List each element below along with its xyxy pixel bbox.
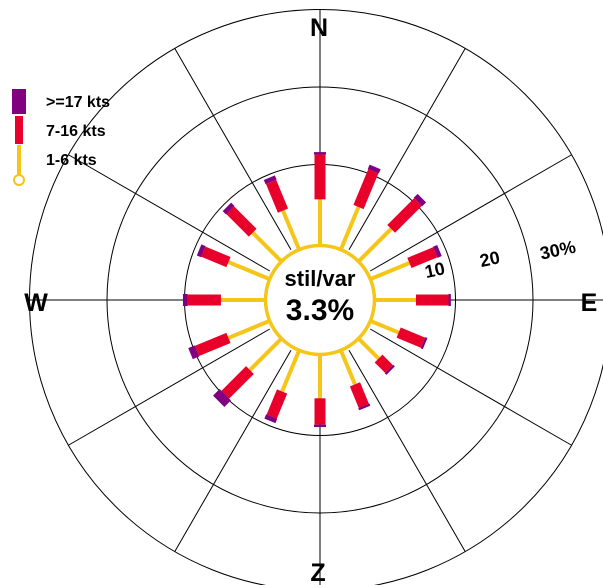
wind-bar-ZW [213, 337, 283, 407]
cardinal-south: Z [310, 559, 325, 585]
bar-segment-7-16-kts [266, 179, 289, 213]
calm-label: stil/var [285, 266, 356, 291]
bar-segment-7-16-kts [349, 382, 369, 408]
ring-label-10: 10 [423, 258, 447, 282]
grid-spoke [68, 328, 271, 446]
bar-segment-7-16-kts [374, 354, 393, 373]
wind-bar-WNW [196, 244, 271, 281]
ring-label-30: 30% [538, 237, 577, 264]
bar-segment-7-16-kts [407, 247, 438, 269]
bar-segment-7-16-kts [194, 332, 231, 357]
calm-center [263, 243, 377, 357]
wind-bars [182, 152, 451, 427]
legend-label-low: 1-6 kts [46, 152, 97, 169]
bar-segment-1-6-kts [280, 349, 301, 393]
grid-spoke [369, 154, 572, 272]
calm-circle [263, 243, 377, 357]
bar-segment-7-16-kts [314, 398, 326, 425]
legend-swatch-high [12, 89, 26, 114]
bar-segment-1-6-kts [281, 209, 301, 251]
legend-swatch-low-marker [13, 174, 25, 186]
bar-segment-1-6-kts [357, 227, 393, 263]
bar-segment-7-16-kts [353, 169, 379, 210]
bar-segment-17-kts [358, 403, 371, 411]
bar-segment-7-16-kts [201, 246, 231, 268]
wind-bar-OZO [369, 319, 428, 350]
bar-segment-17-kts [384, 364, 395, 375]
bar-segment-1-6-kts [339, 349, 357, 386]
bar-segment-7-16-kts [396, 327, 426, 348]
grid-spoke [369, 328, 572, 446]
bar-segment-7-16-kts [415, 294, 449, 306]
bar-segment-1-6-kts [369, 261, 411, 281]
bar-segment-17-kts [263, 175, 277, 185]
wind-bar-ZO [357, 337, 395, 375]
wind-bar-ONO [369, 244, 442, 281]
bar-segment-7-16-kts [314, 154, 326, 200]
legend-label-mid: 7-16 kts [46, 123, 106, 140]
bar-segment-17-kts [188, 345, 200, 360]
grid-spoke [68, 154, 271, 272]
bar-segment-7-16-kts [187, 294, 221, 306]
bar-segment-17-kts [448, 294, 451, 306]
bar-segment-17-kts [432, 244, 442, 258]
cardinal-west: W [24, 289, 48, 317]
wind-bar-NNO [339, 164, 381, 251]
bar-segment-1-6-kts [251, 231, 283, 263]
wind-bar-NO [357, 193, 427, 263]
bar-segment-1-6-kts [248, 337, 283, 372]
bar-segment-17-kts [413, 193, 427, 207]
bar-segment-17-kts [314, 424, 326, 427]
bar-segment-17-kts [367, 164, 381, 174]
bar-segment-17-kts [222, 202, 235, 215]
bar-segment-7-16-kts [226, 206, 257, 237]
wind-bar-O [374, 294, 451, 306]
bar-segment-17-kts [196, 244, 206, 258]
wind-bar-WZW [188, 319, 271, 360]
wind-bar-N [314, 152, 326, 246]
grid-spoke [174, 349, 292, 552]
bar-segment-1-6-kts [357, 337, 380, 360]
grid-spoke [174, 48, 292, 251]
bar-segment-7-16-kts [387, 198, 422, 233]
cardinal-north: N [310, 14, 328, 42]
bar-segment-17-kts [264, 414, 278, 424]
calm-value: 3.3% [286, 294, 354, 327]
wind-bar-Z [314, 354, 326, 427]
bar-segment-1-6-kts [227, 260, 271, 281]
wind-bar-NW [222, 202, 283, 263]
wind-bar-NNW [263, 175, 301, 251]
bar-segment-7-16-kts [221, 366, 254, 399]
legend: >=17 kts 7-16 kts 1-6 kts [12, 89, 110, 186]
bar-segment-17-kts [213, 389, 231, 407]
bar-segment-1-6-kts [339, 206, 361, 251]
bar-segment-7-16-kts [266, 389, 288, 419]
bar-segment-17-kts [314, 152, 326, 155]
ring-label-20: 20 [478, 247, 502, 271]
legend-swatch-mid [15, 116, 23, 144]
bar-segment-17-kts [182, 294, 188, 306]
grid-spoke [348, 48, 466, 251]
bar-segment-1-6-kts [227, 319, 271, 340]
legend-label-high: >=17 kts [46, 94, 110, 111]
cardinal-east: E [581, 289, 598, 317]
grid-spoke [348, 349, 466, 552]
wind-bar-ZZO [339, 349, 371, 411]
wind-bar-W [182, 294, 266, 306]
bar-segment-1-6-kts [369, 319, 400, 335]
wind-bar-ZZW [264, 349, 301, 424]
bar-segment-17-kts [420, 337, 428, 350]
